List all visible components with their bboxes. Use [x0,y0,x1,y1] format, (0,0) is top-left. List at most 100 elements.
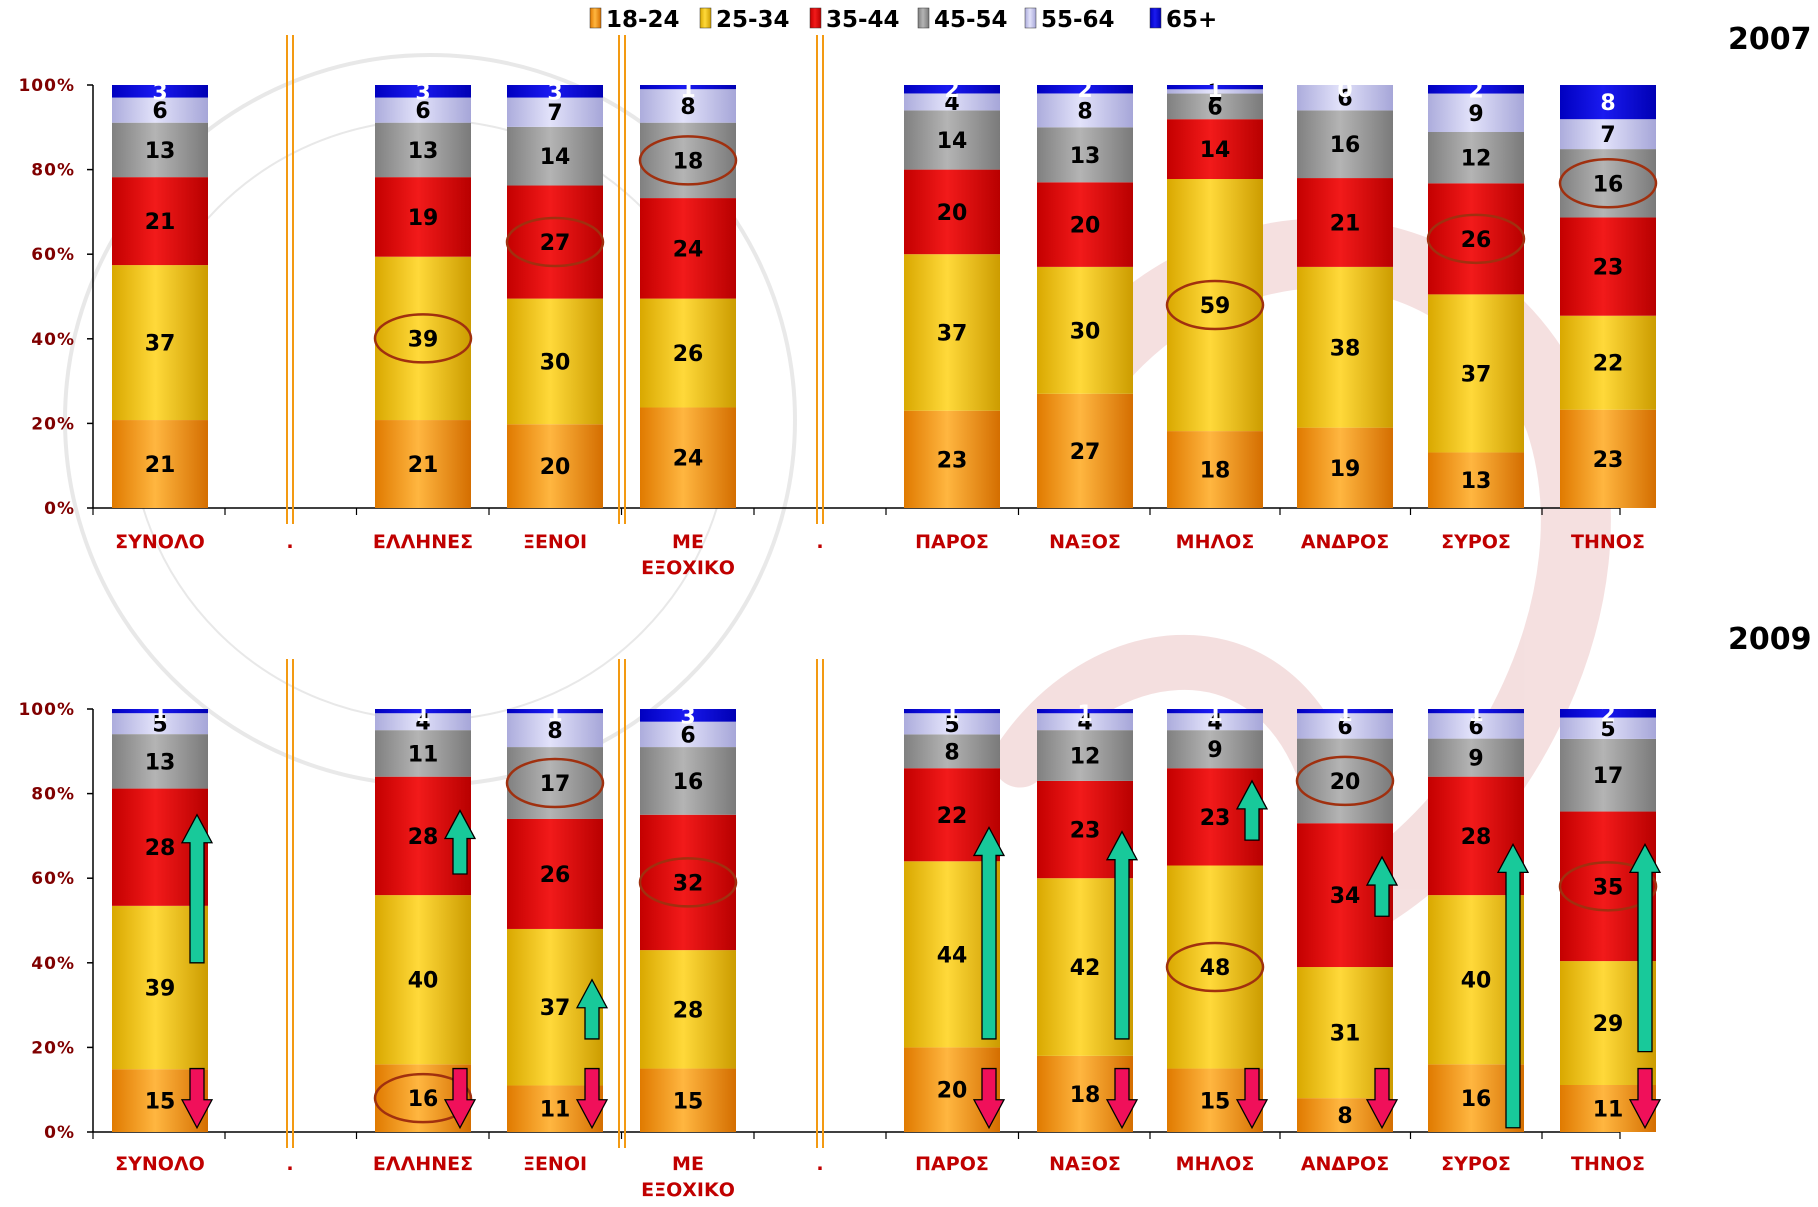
data-label: 12 [1461,147,1492,172]
bar-segment [1560,217,1656,316]
bar-segment [1037,709,1133,714]
bar-segment [1037,127,1133,183]
data-label: 26 [1461,228,1492,253]
data-label: 16 [1461,1087,1492,1112]
data-label: 31 [1330,1022,1361,1047]
y-tick-label: 40% [31,330,75,350]
data-label: 1 [944,702,959,727]
data-label: 16 [1330,133,1361,158]
category-label: ΕΞΟΧΙΚΟ [641,1179,735,1201]
category-label: ΜΗΛΟΣ [1176,531,1255,553]
data-label: 37 [937,321,968,346]
bar-segment [640,89,736,123]
legend-swatch-18-24 [589,7,602,29]
data-label: 13 [145,750,176,775]
bar-segment [1428,452,1524,508]
bar-segment [112,713,208,735]
bar-segment [375,122,471,178]
data-label: 14 [1200,138,1231,163]
category-label: ΜΕ [672,1153,704,1175]
bar-segment [1428,93,1524,132]
legend-swatch-45-54 [917,7,930,29]
data-label: 5 [152,713,167,738]
data-label: 16 [1593,172,1624,197]
data-label: 28 [1461,825,1492,850]
bar-segment [1560,738,1656,812]
bar-segment [1428,294,1524,453]
data-label: 23 [1593,256,1624,281]
data-label: 1 [680,78,695,103]
data-label: 1 [1468,702,1483,727]
category-label: . [816,531,823,553]
category-label: ΝΑΞΟΣ [1049,1153,1121,1175]
highlight-circle [638,857,738,908]
data-label: 21 [408,453,439,478]
arrow-up-icon [575,978,609,1040]
bar-segment [112,734,208,789]
category-label: ΜΗΛΟΣ [1176,1153,1255,1175]
data-label: 34 [1330,884,1361,909]
data-label: 27 [1070,440,1101,465]
bar-segment [375,709,471,714]
data-label: 15 [673,1089,704,1114]
category-label: . [286,1153,293,1175]
bar-segment [1297,178,1393,267]
data-label: 23 [1070,819,1101,844]
data-label: 4 [1207,711,1222,736]
bar-segment [507,424,603,508]
data-label: 32 [673,871,704,896]
arrow-down-icon [1105,1067,1139,1130]
bar-segment [1167,730,1263,769]
category-label: ΤΗΝΟΣ [1571,1153,1645,1175]
data-label: 13 [1070,144,1101,169]
data-label: 7 [547,101,562,126]
data-label: 8 [944,740,959,765]
bar-segment [1167,89,1263,94]
data-label: 1 [1207,702,1222,727]
legend-label: 25-34 [716,7,790,33]
data-label: 21 [145,210,176,235]
bar-segment [640,814,736,951]
bar-segment [507,298,603,425]
data-label: 12 [1070,745,1101,770]
arrow-down-icon [1628,1067,1662,1130]
data-label: 3 [415,80,430,105]
y-tick-label: 80% [31,785,75,805]
bar-segment [1560,119,1656,150]
bar-segment [1428,132,1524,184]
data-label: 20 [540,455,571,480]
chart-2007: 0% 20% 40% 60% 80% 100% ΣΥΝΟΛΟ. ΕΛΛΗΝΕΣ ΞΕΝΟΙ ΜΕ Ε… [18,35,1658,579]
bar-segment [1428,738,1524,777]
data-label: 24 [673,447,704,472]
legend-label: 55-64 [1041,7,1115,33]
data-label: 37 [145,332,176,357]
bar-segment [375,256,471,421]
arrow-up-icon [443,809,477,875]
category-label: ΠΑΡΟΣ [915,1153,989,1175]
category-label: ΑΝΔΡΟΣ [1301,1153,1389,1175]
bar-segment [1037,266,1133,394]
bar-segment [375,420,471,508]
bar-segment [640,1068,736,1132]
data-label: 18 [1070,1083,1101,1108]
category-label: ΣΥΡΟΣ [1441,1153,1511,1175]
bar-segment [1560,409,1656,508]
data-label: 8 [680,95,695,120]
category-label: ΑΝΔΡΟΣ [1301,531,1389,553]
data-label: 20 [937,1079,968,1104]
data-label: 28 [145,836,176,861]
data-label: 13 [408,139,439,164]
highlight-circle [1165,279,1265,331]
data-label: 6 [680,723,695,748]
data-label: 21 [1330,211,1361,236]
data-label: 3 [152,80,167,105]
highlight-circle [1558,861,1658,912]
highlight-circle [373,1072,473,1124]
bar-segment [112,420,208,508]
bar-segment [375,895,471,1065]
bar-segment [1560,85,1656,120]
bar-segment [1297,110,1393,179]
bar-segment [1037,182,1133,267]
